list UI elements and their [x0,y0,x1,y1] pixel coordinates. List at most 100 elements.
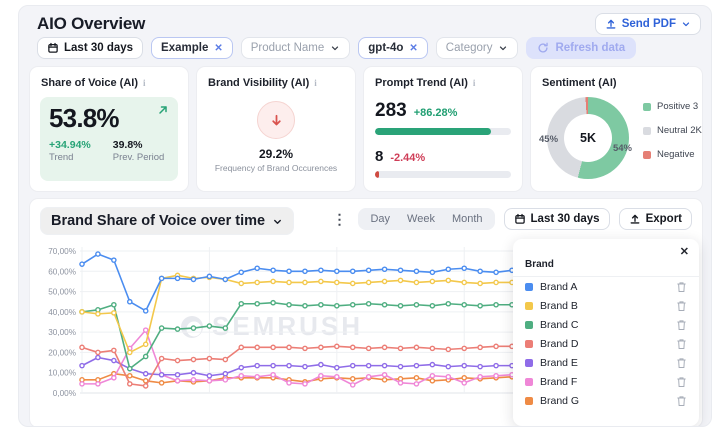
refresh-data-button[interactable]: Refresh data [526,37,637,59]
series-line-brand-f [82,329,513,386]
chevron-down-icon [332,46,339,51]
prompt-trend-card: Prompt Trend (AI) i 283 +86.28% 8 -2.44% [363,66,523,192]
prompt-delta-up: +86.28% [413,107,458,119]
chevron-down-icon [274,219,282,224]
sentiment-card: Sentiment (AI) 5K 45% 54% Positive 3 Neut… [530,66,703,192]
brand-row: Brand G [513,391,699,410]
chevron-down-icon [682,22,690,27]
y-axis-tick-label: 20,00% [48,348,76,357]
export-button[interactable]: Export [618,208,692,230]
y-axis-tick-label: 0,00% [53,389,76,398]
granularity-day[interactable]: Day [370,213,391,225]
send-pdf-button[interactable]: Send PDF [594,13,701,35]
prev-period-label: Prev. Period [112,151,165,163]
brand-row: Brand D [513,334,699,353]
sentiment-donut-chart: 5K 45% 54% [539,97,632,179]
info-icon[interactable]: i [142,78,146,88]
watermark-text: SEMRUSH [212,311,364,341]
trend-delta: +34.94% [49,138,91,151]
donut-center-value: 5K [564,114,612,162]
brand-list: Brand A Brand B Brand C Brand D Brand E Brand… [513,277,699,410]
prompt-delta-down: -2.44% [390,152,426,164]
brand-color-swatch [525,396,533,405]
brand-row: Brand F [513,372,699,391]
info-icon[interactable]: i [314,78,317,88]
brand-color-swatch [525,339,533,348]
brand-row: Brand A [513,277,699,296]
info-icon[interactable]: i [472,78,476,88]
brand-name: Brand A [540,280,578,293]
product-name-dropdown[interactable]: Product Name [240,37,351,59]
series-line-brand-b [81,274,512,354]
dropdown-label: Category [445,42,493,54]
y-axis-tick-label: 40,00% [48,308,76,317]
trash-icon[interactable] [676,319,687,331]
chip-remove-icon[interactable]: ✕ [409,42,418,54]
brand-name: Brand C [540,318,579,331]
prompt-count-down: 8 [375,148,384,165]
y-axis-tick-label: 60,00% [48,267,76,276]
brand-color-swatch [525,320,533,329]
granularity-month[interactable]: Month [451,213,483,225]
brand-name: Brand G [540,394,580,407]
legend-color-swatch [643,102,651,111]
arrow-down-icon [271,114,281,125]
visibility-down-badge [257,101,295,139]
brand-visibility-subtitle: Frequency of Brand Occurences [214,163,338,173]
trash-icon[interactable] [676,395,687,407]
card-title: Share of Voice (AI) [41,77,138,89]
brand-row: Brand C [513,315,699,334]
y-axis-tick-label: 50,00% [48,288,76,297]
chip-label: gpt-4o [368,42,404,54]
chart-date-range-button[interactable]: Last 30 days [503,208,610,230]
card-title: Brand Visibility (AI) [208,77,310,89]
trash-icon[interactable] [676,338,687,350]
chart-title-dropdown[interactable]: Brand Share of Voice over time [40,207,295,235]
brand-visibility-value: 29.2% [258,147,294,161]
trend-label: Trend [49,151,74,163]
sentiment-legend-item: Negative [643,149,702,160]
legend-label: Negative [657,149,695,160]
card-title: Prompt Trend (AI) [375,77,468,89]
brand-name: Brand B [540,299,578,312]
trash-icon[interactable] [676,281,687,293]
date-range-label: Last 30 days [64,42,134,54]
prompt-bar1-fill [375,128,491,135]
chart-title-label: Brand Share of Voice over time [51,213,266,229]
series-line-brand-a [81,253,513,312]
date-range-button[interactable]: Last 30 days [37,37,144,59]
brand-color-swatch [525,358,533,367]
calendar-icon [514,213,525,224]
trash-icon[interactable] [676,300,687,312]
trash-icon[interactable] [676,357,687,369]
close-icon[interactable]: ✕ [679,246,689,258]
legend-label: Positive 3 [657,101,699,112]
granularity-week[interactable]: Week [407,213,435,225]
y-axis-tick-label: 70,00% [48,247,76,256]
send-pdf-label: Send PDF [621,18,676,30]
brand-name: Brand D [540,337,579,350]
kebab-menu-icon[interactable]: ⋮ [332,210,347,227]
sentiment-legend-item: Neutral 2K [643,125,702,136]
brand-legend-panel: ✕ Brand Brand A Brand B Brand C Brand D Bran… [513,239,699,426]
legend-label: Neutral 2K [657,125,702,136]
donut-label-left: 45% [539,134,559,145]
filter-chip-example[interactable]: Example ✕ [151,37,233,59]
granularity-switch: Day Week Month [358,208,495,230]
filter-chip-model[interactable]: gpt-4o ✕ [358,37,428,59]
series-line-brand-g [82,372,513,384]
trash-icon[interactable] [676,376,687,388]
sentiment-legend-item: Positive 3 [643,101,702,112]
chip-label: Example [161,42,209,54]
chip-remove-icon[interactable]: ✕ [214,42,223,54]
prompt-count-up: 283 [375,100,407,121]
export-label: Export [645,213,682,225]
category-dropdown[interactable]: Category [435,37,519,59]
brand-name: Brand E [540,356,578,369]
brand-name: Brand F [540,375,578,388]
donut-label-right: 54% [612,143,632,154]
page-title: AIO Overview [37,14,146,33]
legend-color-swatch [643,126,651,135]
brand-visibility-card: Brand Visibility (AI) i 29.2% Frequency o… [196,66,356,192]
chart-controls: ⋮ Day Week Month Last 30 days Export [329,208,692,230]
